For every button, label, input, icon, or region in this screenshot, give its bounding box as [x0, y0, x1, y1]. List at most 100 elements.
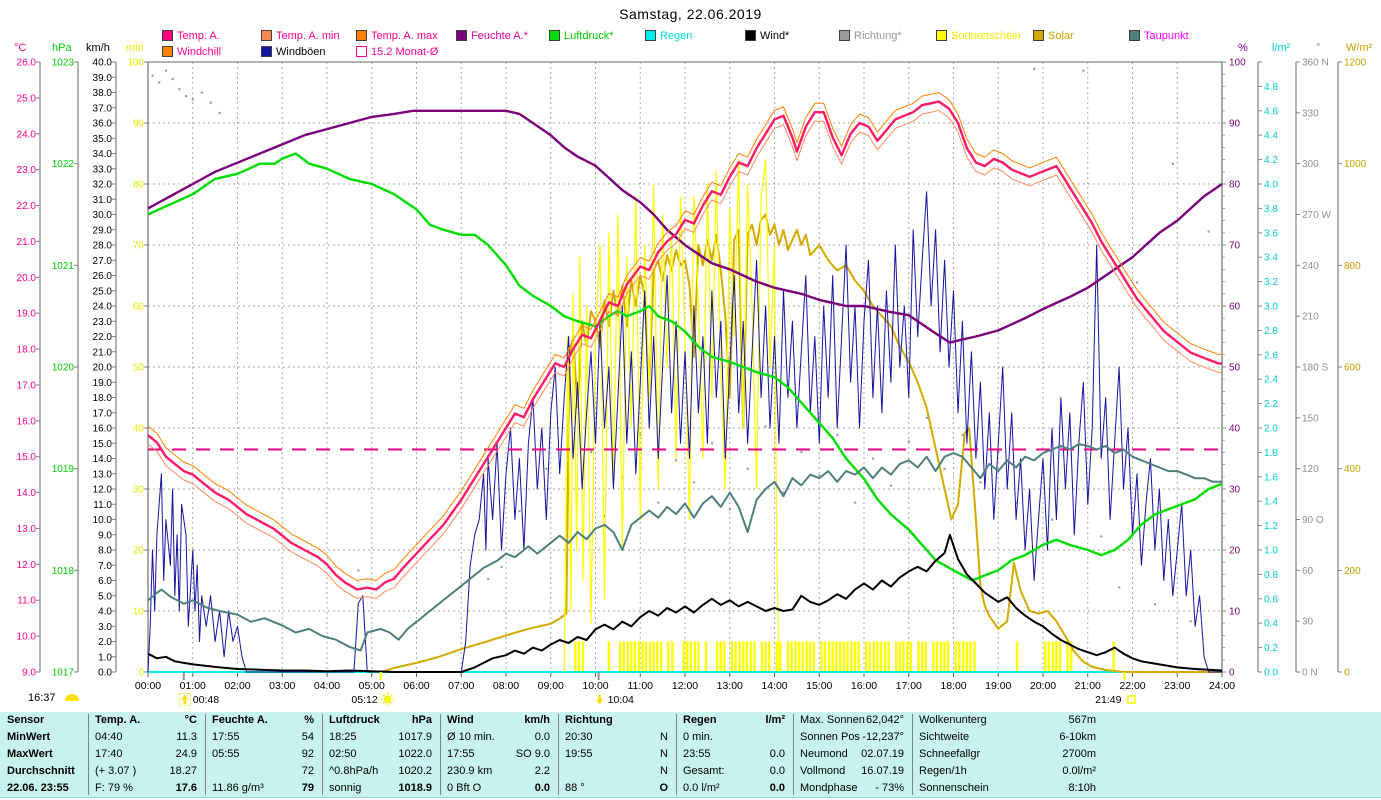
svg-text:3.0: 3.0 — [98, 622, 112, 633]
svg-text:29.0: 29.0 — [93, 225, 113, 236]
legend-item-monatsmittel: 15.2 Monat-Ø — [356, 45, 438, 58]
svg-text:4.0: 4.0 — [1264, 180, 1278, 191]
svg-text:12.0: 12.0 — [93, 485, 113, 496]
svg-text:1.0: 1.0 — [98, 652, 112, 663]
axis-unit-percent: % — [1238, 42, 1248, 54]
stats-cell-label: 11.86 g/m³ — [212, 782, 264, 794]
stats-cell-value: 16.07.19 — [861, 765, 904, 777]
stats-cell-label: ^0.8hPa/h — [329, 765, 379, 777]
svg-text:360 N: 360 N — [1302, 58, 1329, 69]
svg-text:20: 20 — [1229, 546, 1241, 557]
svg-text:80: 80 — [133, 180, 145, 191]
svg-text:30: 30 — [1302, 617, 1314, 628]
stats-unit: l/m² — [765, 714, 785, 726]
stats-header: Richtung — [565, 714, 613, 726]
svg-text:60: 60 — [133, 302, 145, 313]
svg-text:1200: 1200 — [1344, 58, 1367, 69]
sun-moon-markers: 00:48 05:12 10:04 21:49 16:37 — [28, 672, 1136, 706]
svg-text:15:00: 15:00 — [806, 680, 832, 692]
svg-text:18.0: 18.0 — [93, 393, 113, 404]
legend-label: Luftdruck* — [564, 29, 614, 42]
series-sonnenschein — [563, 159, 780, 673]
svg-text:23:00: 23:00 — [1164, 680, 1190, 692]
svg-text:15.0: 15.0 — [17, 452, 37, 463]
svg-text:9.0: 9.0 — [98, 530, 112, 541]
stats-header: Regen — [683, 714, 717, 726]
sun-moon-time: 00:48 — [193, 694, 219, 706]
svg-text:19.0: 19.0 — [17, 309, 37, 320]
stats-cell-label: Sichtweite — [919, 731, 970, 743]
stats-header: Wind — [447, 714, 474, 726]
legend-label: Temp. A. max — [371, 29, 438, 42]
svg-text:18:00: 18:00 — [940, 680, 966, 692]
stats-cell-label: 17:40 — [95, 748, 123, 760]
legend-label: Wind* — [760, 29, 790, 42]
stats-cell-value: N — [660, 731, 668, 743]
svg-text:30: 30 — [133, 485, 145, 496]
stats-cell-label: 19:55 — [565, 748, 593, 760]
legend-label: Temp. A. min — [276, 29, 340, 42]
svg-text:20:00: 20:00 — [1030, 680, 1056, 692]
svg-text:2.6: 2.6 — [1264, 350, 1278, 361]
stats-cell-value: 0.0l/m² — [1062, 765, 1096, 777]
svg-text:1018: 1018 — [52, 566, 75, 577]
series-temp-max — [147, 92, 1222, 581]
stats-cell-value: 17.6 — [175, 782, 197, 794]
svg-text:10: 10 — [1229, 607, 1241, 618]
svg-text:0.0: 0.0 — [98, 668, 112, 679]
svg-text:200: 200 — [1344, 566, 1361, 577]
stats-cell-label: Wolkenunterg — [919, 714, 987, 726]
svg-text:60: 60 — [1302, 566, 1314, 577]
svg-text:50: 50 — [133, 363, 145, 374]
svg-text:300: 300 — [1302, 159, 1319, 170]
legend-swatch-regen — [645, 30, 656, 41]
sun-moon-time: 21:49 — [1095, 694, 1121, 706]
svg-text:23.0: 23.0 — [17, 165, 37, 176]
stats-cell-value: 79 — [301, 782, 314, 794]
legend-swatch-windboeen — [261, 46, 272, 57]
axis-°: 0 N 30 60 90 O 120 150 180 S 210 240 270 W 300 330 3… — [1295, 58, 1331, 679]
svg-text:20.0: 20.0 — [93, 363, 113, 374]
legend-item-temp-a: Temp. A. — [162, 29, 220, 42]
svg-text:1.0: 1.0 — [1264, 546, 1278, 557]
stats-cell-value: 62,042° — [865, 714, 904, 726]
stats-cell-label: F: 79 % — [95, 782, 133, 794]
stats-cell-label: 05:55 — [212, 748, 240, 760]
svg-text:10.0: 10.0 — [17, 632, 37, 643]
stats-cell-label: Mondphase — [800, 782, 858, 794]
stats-cell-value: SO 9.0 — [515, 748, 550, 760]
svg-text:80: 80 — [1229, 180, 1241, 191]
svg-text:240: 240 — [1302, 261, 1319, 272]
svg-text:0.6: 0.6 — [1264, 594, 1278, 605]
axis-unit-wm2: W/m² — [1346, 42, 1373, 54]
stats-header: Temp. A. — [95, 714, 141, 726]
legend-label: Feuchte A.* — [471, 29, 528, 42]
stats-cell-value: 1017.9 — [398, 731, 432, 743]
svg-text:2.0: 2.0 — [98, 637, 112, 648]
stats-cell-value: 2.2 — [534, 765, 550, 777]
svg-text:13.0: 13.0 — [93, 469, 113, 480]
series-solar — [380, 213, 1222, 673]
svg-text:0: 0 — [138, 668, 144, 679]
svg-text:10:00: 10:00 — [582, 680, 608, 692]
x-axis: 00:00 01:00 02:00 03:00 04:00 05:00 06:00 07:00… — [135, 672, 1235, 692]
stats-cell-value: 0.0 — [769, 748, 785, 760]
legend-swatch-monatsmittel — [356, 46, 367, 57]
stats-cell-value: 24.9 — [175, 748, 197, 760]
page-title: Samstag, 22.06.2019 — [619, 6, 762, 22]
series-taupunkt — [147, 443, 1222, 652]
svg-text:28.0: 28.0 — [93, 241, 113, 252]
stats-cell-value: 567m — [1068, 714, 1096, 726]
svg-text:180 S: 180 S — [1302, 363, 1328, 374]
stats-col-feuchte: Feuchte A.% 17:55 54 05:55 92 72 11.86 g/m… — [205, 712, 322, 797]
stats-cell-label: 04:40 — [95, 731, 123, 743]
svg-text:08:00: 08:00 — [493, 680, 519, 692]
axis-hPa: 1017 1018 1019 1020 1021 1022 1023 — [52, 58, 79, 679]
legend-item-regen: Regen — [645, 29, 692, 42]
legend-swatch-wind — [745, 30, 756, 41]
svg-text:40: 40 — [133, 424, 145, 435]
stats-cell-value: 0.0 — [769, 782, 785, 794]
svg-text:16:00: 16:00 — [851, 680, 877, 692]
stats-header: Feuchte A. — [212, 714, 268, 726]
svg-text:21.0: 21.0 — [93, 347, 113, 358]
